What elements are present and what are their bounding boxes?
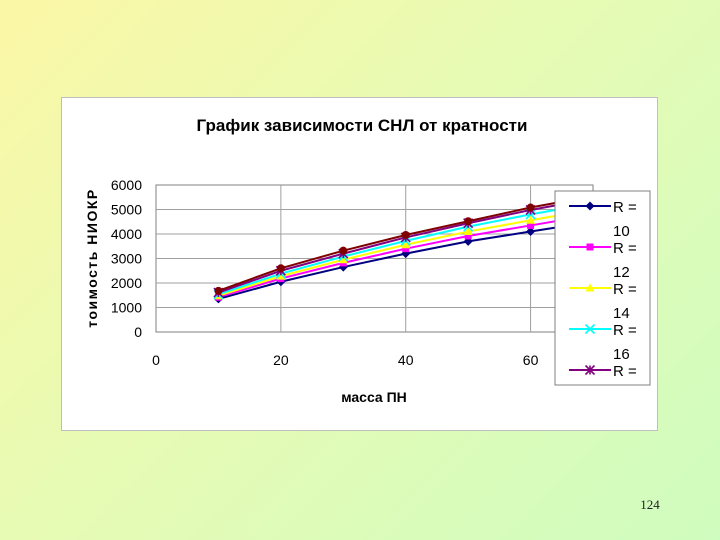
legend: R =10R =12R =14R =16R =18R =20	[569, 199, 637, 432]
y-tick-label: 4000	[111, 226, 142, 242]
axis-ticks: 0 1000 2000 3000 4000 5000 6000 0 20 40 60	[111, 177, 539, 368]
legend-label: R =	[613, 240, 637, 257]
chart-svg: График зависимости СНЛ от кратности 0100…	[84, 116, 651, 432]
data-point	[402, 245, 410, 253]
legend-item: R = 12	[569, 240, 637, 281]
legend-label: R =	[613, 199, 637, 216]
data-point	[401, 240, 411, 249]
legend-label-value: 18	[613, 387, 630, 404]
y-tick-label: 3000	[111, 251, 142, 267]
legend-label: R =	[613, 404, 637, 421]
legend-marker	[586, 243, 594, 251]
data-point	[527, 221, 535, 229]
x-tick-label: 40	[398, 352, 414, 368]
legend-marker	[584, 323, 596, 335]
legend-label-value: 12	[613, 264, 630, 281]
data-point	[276, 271, 286, 280]
legend-marker	[586, 407, 594, 415]
y-tick-label: 6000	[111, 177, 142, 193]
y-axis-label: тоимость НИОКР	[84, 188, 100, 327]
grid-lines	[156, 185, 593, 332]
legend-label: R =	[613, 363, 637, 380]
legend-marker	[584, 364, 596, 376]
legend-item: R = 10	[569, 199, 637, 240]
data-point	[526, 215, 536, 224]
legend-label-value: 20	[613, 428, 630, 432]
legend-label-value: 10	[613, 223, 630, 240]
data-point	[464, 217, 473, 226]
chart-container: График зависимости СНЛ от кратности 0 100…	[61, 97, 658, 431]
data-point	[526, 203, 535, 212]
legend-label-value: 14	[613, 305, 630, 322]
legend-label-value: 16	[613, 346, 630, 363]
y-tick-label: 1000	[111, 300, 142, 316]
data-point	[401, 230, 410, 239]
x-tick-label: 60	[523, 352, 539, 368]
slide-number: 124	[640, 497, 660, 512]
data-point	[276, 264, 285, 273]
legend-item: R = 20	[569, 404, 637, 432]
legend-marker	[585, 201, 595, 211]
legend-label: R =	[613, 281, 637, 298]
legend-item: R = 16	[569, 322, 637, 363]
data-point	[463, 227, 473, 236]
legend-item: R = 14	[569, 281, 637, 322]
y-tick-label: 5000	[111, 202, 142, 218]
data-point	[214, 286, 223, 295]
data-point	[526, 227, 536, 237]
legend-label: R =	[613, 322, 637, 339]
y-tick-label: 0	[134, 324, 142, 340]
chart-title: График зависимости СНЛ от кратности	[197, 116, 528, 135]
x-axis-label: масса ПН	[341, 389, 407, 405]
data-point	[339, 246, 348, 255]
legend-marker	[585, 283, 595, 292]
x-tick-label: 20	[273, 352, 289, 368]
legend-item: R = 18	[569, 363, 637, 404]
y-tick-label: 2000	[111, 275, 142, 291]
x-tick-label: 0	[152, 352, 160, 368]
data-point	[464, 232, 472, 240]
data-point	[338, 255, 348, 264]
